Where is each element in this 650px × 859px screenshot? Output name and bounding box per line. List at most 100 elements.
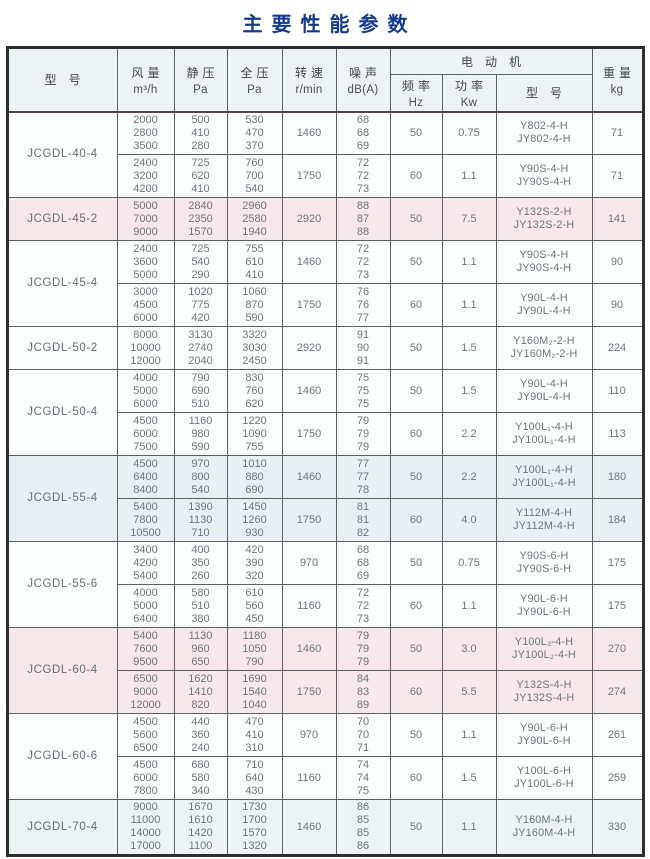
cell-freq: 50 xyxy=(389,369,443,413)
table-row: JCGDL-50-2 8000 10000 12000 3130 2740 2040… xyxy=(6,326,644,370)
cell-total-pa: 2960 2580 1940 xyxy=(226,197,283,241)
cell-airflow: 4500 6400 8400 xyxy=(116,455,175,499)
cell-airflow: 2000 2800 3500 xyxy=(116,111,175,155)
cell-motor: Y90L-4-H JY90L-4-H xyxy=(495,369,593,413)
cell-speed: 1160 xyxy=(281,584,337,628)
cell-total-pa: 610 560 450 xyxy=(226,584,283,628)
cell-noise: 68 68 69 xyxy=(335,111,391,155)
cell-speed: 970 xyxy=(281,713,337,757)
cell-speed: 1750 xyxy=(281,412,337,456)
col-header-motor-group: 电动机 xyxy=(389,47,593,75)
cell-total-pa: 470 410 310 xyxy=(226,713,283,757)
cell-model: JCGDL-55-6 xyxy=(6,541,118,628)
cell-freq: 50 xyxy=(389,541,443,585)
cell-freq: 60 xyxy=(389,154,443,198)
cell-speed: 970 xyxy=(281,541,337,585)
cell-noise: 72 72 73 xyxy=(335,584,391,628)
cell-freq: 60 xyxy=(389,584,443,628)
cell-noise: 74 74 75 xyxy=(335,756,391,800)
table-row: JCGDL-60-6 4500 5600 6500 440 360 240 470 4… xyxy=(6,713,644,800)
table-row: JCGDL-40-4 2000 2800 3500 500 410 280 530 4… xyxy=(6,111,644,198)
cell-power: 1.1 xyxy=(441,283,497,327)
cell-model: JCGDL-60-4 xyxy=(6,627,118,714)
col-header-static-pressure: 静压 Pa xyxy=(173,47,228,112)
cell-static-pa: 1670 1610 1420 1100 xyxy=(173,799,228,856)
table-row: JCGDL-45-2 5000 7000 9000 2840 2350 1570 29… xyxy=(6,197,644,241)
cell-speed: 1460 xyxy=(281,369,337,413)
cell-freq: 60 xyxy=(389,283,443,327)
cell-model: JCGDL-50-2 xyxy=(6,326,118,370)
cell-total-pa: 1180 1050 790 xyxy=(226,627,283,671)
cell-weight: 141 xyxy=(591,197,644,241)
col-header-model: 型号 xyxy=(6,47,118,112)
cell-airflow: 5400 7600 9500 xyxy=(116,627,175,671)
cell-power: 0.75 xyxy=(441,111,497,155)
table-row: 4000 5000 6400 580 510 380 610 560 450 1160… xyxy=(7,584,644,628)
cell-motor: Y160M-4-H JY160M-4-H xyxy=(495,799,593,856)
cell-motor: Y90L-4-H JY90L-4-H xyxy=(495,283,593,327)
cell-static-pa: 1160 980 590 xyxy=(173,412,228,456)
cell-power: 4.0 xyxy=(441,498,497,542)
cell-power: 1.1 xyxy=(441,154,497,198)
page-title: 主要性能参数 xyxy=(242,14,417,36)
cell-weight: 330 xyxy=(591,799,644,856)
col-header-total-pressure: 全压 Pa xyxy=(226,47,283,112)
cell-motor: Y132S-2-H JY132S-2-H xyxy=(495,197,593,241)
cell-freq: 50 xyxy=(389,197,443,241)
cell-speed: 1460 xyxy=(281,111,337,155)
cell-static-pa: 1390 1130 710 xyxy=(173,498,228,542)
table-row: 2400 3200 4200 725 620 410 760 700 540 1750… xyxy=(7,154,644,198)
cell-motor: Y802-4-H JY802-4-H xyxy=(495,111,593,155)
cell-airflow: 4500 6000 7500 xyxy=(116,412,175,456)
cell-noise: 70 70 71 xyxy=(335,713,391,757)
cell-static-pa: 3130 2740 2040 xyxy=(173,326,228,370)
cell-noise: 72 72 73 xyxy=(335,240,391,284)
cell-airflow: 4500 5600 6500 xyxy=(116,713,175,757)
cell-airflow: 6500 9000 12000 xyxy=(116,670,175,714)
cell-speed: 1750 xyxy=(281,283,337,327)
table-row: JCGDL-60-4 5400 7600 9500 1130 960 650 1180… xyxy=(6,627,644,714)
cell-power: 0.75 xyxy=(441,541,497,585)
cell-total-pa: 530 470 370 xyxy=(226,111,283,155)
cell-weight: 224 xyxy=(591,326,644,370)
cell-power: 1.1 xyxy=(441,240,497,284)
cell-power: 1.5 xyxy=(441,326,497,370)
cell-airflow: 5400 7800 10500 xyxy=(116,498,175,542)
cell-model: JCGDL-70-4 xyxy=(6,799,118,856)
cell-speed: 2920 xyxy=(281,197,337,241)
cell-total-pa: 830 760 620 xyxy=(226,369,283,413)
cell-motor: Y100L₁-4-H JY100L₁-4-H xyxy=(495,455,593,499)
cell-power: 1.5 xyxy=(441,369,497,413)
table-header: 型号 风量 m³/h 静压 Pa 全压 Pa 转速 r/min 噪声 dB(A) 电动机 … xyxy=(6,47,644,112)
table-row: JCGDL-55-4 4500 6400 8400 970 800 540 1010 … xyxy=(6,455,644,542)
cell-model: JCGDL-55-4 xyxy=(6,455,118,542)
cell-total-pa: 1450 1260 930 xyxy=(226,498,283,542)
cell-weight: 175 xyxy=(591,541,644,585)
cell-weight: 71 xyxy=(591,111,644,155)
cell-model: JCGDL-45-2 xyxy=(6,197,118,241)
cell-power: 1.5 xyxy=(441,756,497,800)
cell-motor: Y160M₂-2-H JY160M₂-2-H xyxy=(495,326,593,370)
cell-speed: 1460 xyxy=(281,455,337,499)
cell-noise: 79 79 79 xyxy=(335,412,391,456)
cell-motor: Y90S-6-H JY90S-6-H xyxy=(495,541,593,585)
cell-noise: 81 81 82 xyxy=(335,498,391,542)
cell-noise: 72 72 73 xyxy=(335,154,391,198)
cell-airflow: 2400 3600 5000 xyxy=(116,240,175,284)
cell-noise: 79 79 79 xyxy=(335,627,391,671)
cell-airflow: 9000 11000 14000 17000 xyxy=(116,799,175,856)
cell-static-pa: 580 510 380 xyxy=(173,584,228,628)
cell-airflow: 4000 5000 6400 xyxy=(116,584,175,628)
cell-motor: Y100L-6-H JY100L-6-H xyxy=(495,756,593,800)
cell-motor: Y90L-6-H JY90L-6-H xyxy=(495,713,593,757)
table-row: JCGDL-45-4 2400 3600 5000 725 540 290 755 6… xyxy=(6,240,644,327)
cell-airflow: 5000 7000 9000 xyxy=(116,197,175,241)
spec-table: 型号 风量 m³/h 静压 Pa 全压 Pa 转速 r/min 噪声 dB(A) 电动机 … xyxy=(5,46,645,857)
cell-weight: 90 xyxy=(591,240,644,284)
cell-static-pa: 725 540 290 xyxy=(173,240,228,284)
cell-total-pa: 755 610 410 xyxy=(226,240,283,284)
cell-power: 1.1 xyxy=(441,799,497,856)
cell-power: 3.0 xyxy=(441,627,497,671)
cell-weight: 110 xyxy=(591,369,644,413)
cell-noise: 68 68 69 xyxy=(335,541,391,585)
